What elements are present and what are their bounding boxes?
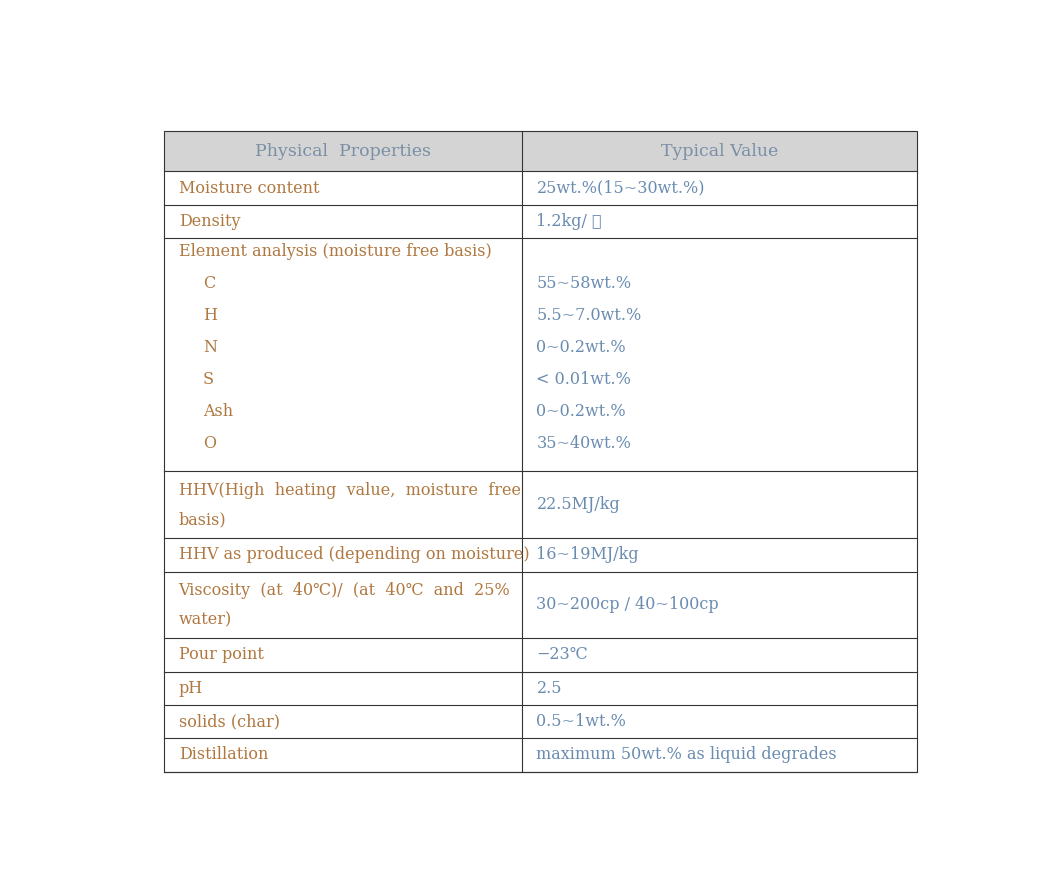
Text: −23℃: −23℃ [536,646,589,663]
Text: 25wt.%(15~30wt.%): 25wt.%(15~30wt.%) [536,180,705,197]
Text: 2.5: 2.5 [536,679,562,696]
Text: N: N [203,339,218,356]
Text: 22.5MJ/kg: 22.5MJ/kg [536,496,620,513]
Text: water): water) [179,611,232,628]
Text: C: C [203,274,215,291]
Text: 30~200cp / 40~100cp: 30~200cp / 40~100cp [536,596,719,613]
Text: Ash: Ash [203,403,233,420]
Text: Density: Density [179,213,240,230]
Text: Element analysis (moisture free basis): Element analysis (moisture free basis) [179,243,492,260]
Text: HHV(High  heating  value,  moisture  free: HHV(High heating value, moisture free [179,482,520,499]
Text: HHV as produced (depending on moisture): HHV as produced (depending on moisture) [179,546,530,563]
Text: < 0.01wt.%: < 0.01wt.% [536,371,632,388]
Text: S: S [203,371,214,388]
Text: H: H [203,307,218,324]
Text: 0~0.2wt.%: 0~0.2wt.% [536,403,626,420]
Text: 35~40wt.%: 35~40wt.% [536,434,632,451]
Text: maximum 50wt.% as liquid degrades: maximum 50wt.% as liquid degrades [536,746,838,763]
Text: 5.5~7.0wt.%: 5.5~7.0wt.% [536,307,642,324]
Text: Moisture content: Moisture content [179,180,320,197]
Text: O: O [203,434,217,451]
Text: 55~58wt.%: 55~58wt.% [536,274,632,291]
Bar [164,131,918,172]
Text: 1.2kg/ ℓ: 1.2kg/ ℓ [536,213,602,230]
Text: 16~19MJ/kg: 16~19MJ/kg [536,546,639,563]
Text: 0.5~1wt.%: 0.5~1wt.% [536,713,626,730]
Text: basis): basis) [179,511,226,528]
Text: pH: pH [179,679,203,696]
Text: Physical  Properties: Physical Properties [255,143,431,160]
Text: Typical Value: Typical Value [661,143,778,160]
Text: Viscosity  (at  40℃)/  (at  40℃  and  25%: Viscosity (at 40℃)/ (at 40℃ and 25% [179,582,511,599]
Text: solids (char): solids (char) [179,713,280,730]
Text: 0~0.2wt.%: 0~0.2wt.% [536,339,626,356]
Text: Distillation: Distillation [179,746,268,763]
Text: Pour point: Pour point [179,646,264,663]
